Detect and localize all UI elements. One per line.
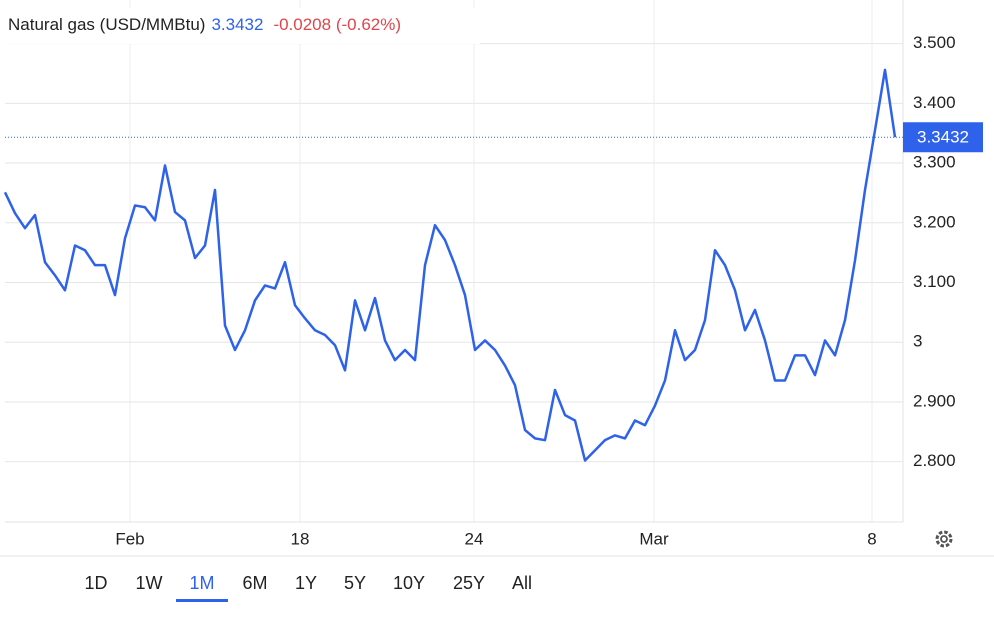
range-button-label: 1W [136,573,163,593]
y-tick-label: 2.900 [913,391,956,410]
range-button[interactable]: 6M [242,573,267,593]
selected-underline [176,599,228,602]
x-tick-label: Feb [115,529,144,548]
range-button-label: 6M [242,573,267,593]
range-button[interactable]: 5Y [344,573,366,593]
range-button-label: 1D [84,573,107,593]
change: -0.0208 (-0.62%) [273,15,401,34]
range-button[interactable]: 10Y [393,573,425,593]
range-button[interactable]: 1D [84,573,107,593]
header: Natural gas (USD/MMBtu) 3.3432 -0.0208 (-0… [8,15,401,34]
range-button[interactable]: 25Y [453,573,485,593]
x-tick-label: 24 [465,529,484,548]
y-tick-label: 3 [913,332,922,351]
y-tick-label: 3.200 [913,212,956,231]
settings-icon[interactable] [935,530,953,548]
range-button-label: All [512,573,532,593]
y-tick-label: 3.100 [913,272,956,291]
range-button-label: 25Y [453,573,485,593]
range-button[interactable]: 1Y [295,573,317,593]
y-tick-label: 3.400 [913,93,956,112]
price: 3.3432 [211,15,263,34]
range-button-label: 5Y [344,573,366,593]
range-button[interactable]: 1M [176,573,228,602]
price-badge-label: 3.3432 [917,128,969,147]
range-button-label: 1Y [295,573,317,593]
y-tick-label: 3.300 [913,153,956,172]
x-tick-label: 18 [291,529,310,548]
y-tick-label: 3.500 [913,33,956,52]
y-tick-label: 2.800 [913,451,956,470]
price-line [3,68,897,462]
x-tick-label: Mar [639,529,669,548]
range-button-label: 1M [189,573,214,593]
range-button-label: 10Y [393,573,425,593]
gear-hole [940,535,948,543]
price-badge [903,122,983,153]
range-button[interactable]: All [512,573,532,593]
header-bg [0,8,480,44]
gear [935,530,953,548]
title: Natural gas (USD/MMBtu) [8,15,205,34]
x-tick-label: 8 [867,529,876,548]
range-button[interactable]: 1W [136,573,163,593]
